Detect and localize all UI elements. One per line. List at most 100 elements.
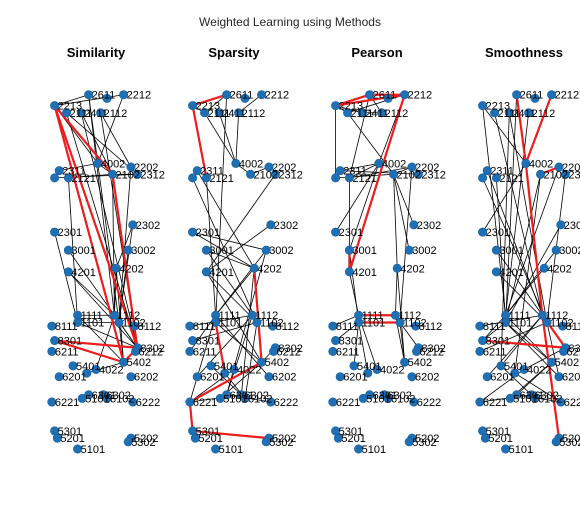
node-label: 2611 bbox=[520, 90, 544, 102]
node bbox=[357, 108, 367, 118]
node-label: 1111 bbox=[219, 310, 241, 322]
edge bbox=[226, 315, 253, 395]
edge bbox=[486, 314, 543, 377]
node bbox=[478, 336, 488, 346]
node bbox=[222, 90, 232, 100]
node bbox=[47, 321, 57, 331]
node bbox=[73, 444, 83, 454]
node bbox=[114, 317, 124, 327]
node bbox=[354, 444, 364, 454]
node-label: 6102 bbox=[538, 393, 562, 405]
node-label: 5401 bbox=[504, 361, 528, 373]
node-label: 1111 bbox=[509, 310, 531, 322]
edge bbox=[196, 314, 253, 377]
highlighted-edge bbox=[53, 104, 139, 349]
node bbox=[131, 346, 141, 356]
node-label: 8111 bbox=[336, 321, 359, 333]
node bbox=[530, 93, 540, 103]
node-label: 2302 bbox=[274, 220, 298, 232]
node bbox=[482, 372, 492, 382]
edge bbox=[215, 94, 228, 323]
edge bbox=[206, 271, 262, 363]
node-label: 1102 bbox=[403, 317, 427, 329]
panel-title: Pearson bbox=[351, 45, 402, 60]
edge bbox=[479, 394, 532, 403]
edge bbox=[54, 94, 89, 106]
node bbox=[50, 173, 60, 183]
node bbox=[389, 169, 399, 179]
node bbox=[54, 166, 64, 176]
edge bbox=[115, 224, 134, 269]
node bbox=[335, 372, 345, 382]
node bbox=[374, 158, 384, 168]
node-label: 4022 bbox=[527, 364, 551, 376]
node-label: 8111 bbox=[193, 321, 216, 333]
node-label: 5201 bbox=[341, 433, 365, 445]
edge bbox=[192, 177, 258, 323]
node bbox=[185, 397, 195, 407]
node bbox=[249, 263, 259, 273]
node-label: 6212 bbox=[139, 346, 163, 358]
node-label: 8302 bbox=[278, 343, 302, 355]
node bbox=[491, 173, 501, 183]
node-label: 2302 bbox=[136, 220, 160, 232]
node-label: 2301 bbox=[486, 227, 510, 239]
edge bbox=[514, 174, 541, 374]
node-label: 2411 bbox=[84, 108, 108, 120]
edge bbox=[358, 322, 369, 374]
node bbox=[521, 158, 531, 168]
node-label: 4002 bbox=[382, 158, 406, 170]
edge bbox=[505, 322, 552, 363]
node-label: 5402 bbox=[127, 357, 151, 369]
node-label: 4201 bbox=[71, 267, 95, 279]
node bbox=[331, 336, 341, 346]
node-label: 2202 bbox=[415, 162, 439, 174]
node bbox=[556, 220, 566, 230]
node bbox=[188, 101, 198, 111]
node bbox=[558, 321, 568, 331]
node-label: 3002 bbox=[131, 245, 155, 257]
node bbox=[211, 317, 221, 327]
node-label: 4202 bbox=[400, 263, 424, 275]
node-label: 2213 bbox=[196, 101, 220, 113]
node bbox=[358, 393, 368, 403]
node bbox=[102, 93, 112, 103]
node-label: 2302 bbox=[417, 220, 441, 232]
node-label: 6212 bbox=[567, 346, 580, 358]
node-label: 5402 bbox=[265, 357, 289, 369]
edge bbox=[349, 94, 371, 178]
node bbox=[383, 93, 393, 103]
edge bbox=[189, 394, 242, 403]
panel-title: Similarity bbox=[67, 45, 126, 60]
node-label: 8112 bbox=[276, 321, 300, 333]
node-label: 6211 bbox=[55, 346, 79, 358]
node bbox=[91, 364, 101, 374]
node-label: 5201 bbox=[198, 433, 222, 445]
node bbox=[400, 90, 410, 100]
node-label: 2202 bbox=[134, 162, 158, 174]
edge bbox=[393, 174, 415, 226]
node-label: 2312 bbox=[421, 169, 445, 181]
edge bbox=[340, 163, 379, 172]
highlighted-edge bbox=[111, 173, 139, 349]
node bbox=[264, 162, 274, 172]
node-label: 2311 bbox=[490, 166, 514, 178]
node-label: 1102 bbox=[260, 317, 284, 329]
node bbox=[264, 372, 274, 382]
node-label: 8112 bbox=[138, 321, 162, 333]
node-label: 2213 bbox=[486, 101, 510, 113]
highlighted-edges bbox=[334, 93, 406, 324]
figure-title: Weighted Learning using Methods bbox=[199, 15, 381, 29]
highlighted-edge bbox=[253, 267, 263, 364]
edge bbox=[523, 347, 566, 370]
node-label: 8112 bbox=[566, 321, 580, 333]
node bbox=[82, 368, 92, 378]
node-label: 2311 bbox=[200, 166, 224, 178]
edge bbox=[500, 365, 532, 396]
node bbox=[505, 393, 515, 403]
edge bbox=[192, 322, 258, 341]
